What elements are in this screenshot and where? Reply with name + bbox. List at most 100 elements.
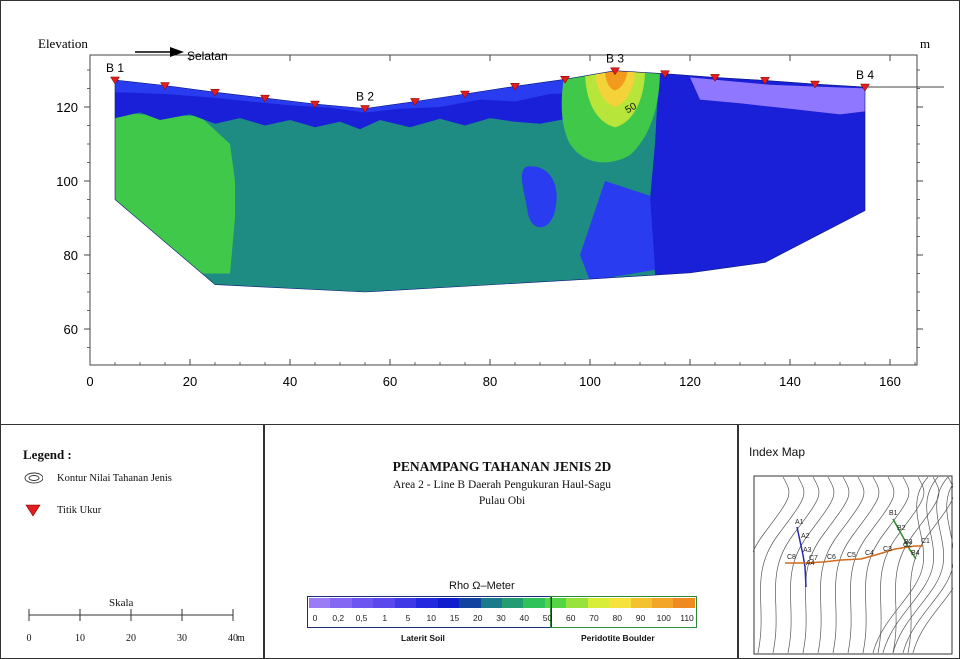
colorbar-swatch [309, 598, 331, 608]
colorbar-tick-label: 15 [449, 613, 460, 623]
plot-frame [89, 54, 918, 366]
index-label-c: C1 [921, 538, 930, 545]
colorbar-swatch [523, 598, 545, 608]
colorbar-swatch [609, 598, 631, 608]
x-tick-label: 80 [483, 374, 497, 389]
x-tick-label: 160 [879, 374, 901, 389]
boulder-orange [605, 70, 628, 91]
legend-item-marker: Titik Ukur [23, 503, 101, 517]
index-label-c: C4 [865, 550, 874, 557]
colorbar-tick-label: 30 [496, 613, 506, 623]
scale-tick-label: 0 [26, 633, 32, 644]
colorbar-swatch [630, 598, 652, 608]
colorbar-swatch [544, 598, 567, 608]
legend-panel: Legend : Kontur Nilai Tahanan Jenis Titi… [0, 424, 264, 659]
measurement-point-marker [810, 80, 820, 89]
x-tick-label: 140 [779, 374, 801, 389]
line-c-trace [785, 545, 923, 564]
x-tick-label: 0 [86, 374, 93, 389]
y-axis: 60 80 100 120 [56, 69, 923, 348]
measurement-point-marker [110, 76, 120, 85]
colorbar-tick-label: 0,5 [355, 613, 368, 623]
index-label-b: B1 [889, 510, 898, 517]
colorbar-tick-label: 70 [589, 613, 599, 623]
index-label-c: C7 [809, 555, 818, 562]
colorbar-swatch [566, 598, 588, 608]
colorbar-group-peridotite: Peridotite Boulder [581, 633, 655, 643]
colorbar-tick-label: 60 [566, 613, 576, 623]
triangle-marker-icon [23, 503, 43, 517]
colorbar-swatch [373, 598, 395, 608]
y-tick-label: 120 [56, 100, 78, 115]
index-label-b: B3 [904, 539, 913, 546]
colorbar-tick-label: 110 [680, 613, 694, 623]
colorbar-tick-label: 40 [519, 613, 529, 623]
y-axis-label: Elevation [38, 36, 88, 51]
index-label-a: A3 [803, 547, 812, 554]
index-label-c: C6 [827, 554, 836, 561]
scale-tick-label: 20 [126, 633, 136, 644]
measurement-point-marker [160, 82, 170, 91]
colorbar-tick-label: 80 [612, 613, 622, 623]
index-map-panel: Index Map A1 A2 A3 A4 B1 B2 B3 B4 C1 C2 C3 C4 C5 C6 C7… [738, 424, 960, 659]
legend-heading: Legend : [23, 447, 72, 462]
colorbar-tick-label: 100 [656, 613, 671, 623]
colorbar-tick-label: 0 [312, 613, 318, 623]
colorbar-swatch [330, 598, 352, 608]
colorbar-tick-label: 10 [426, 613, 436, 623]
colorbar-tick-label: 50 [542, 613, 553, 623]
scale-tick-label: 40 [228, 633, 238, 644]
measurement-point-marker [510, 83, 520, 91]
colorbar-swatch [587, 598, 610, 608]
figure-title: PENAMPANG TAHANAN JENIS 2D [392, 459, 612, 474]
scale-tick-label: 30 [177, 633, 187, 644]
scale-unit: m [237, 633, 245, 644]
measurement-point-marker [310, 100, 320, 109]
x-tick-label: 120 [679, 374, 701, 389]
index-label-c: C3 [883, 546, 892, 553]
index-label-c: C8 [787, 554, 796, 561]
index-label-b: B2 [897, 525, 906, 532]
measurement-point-marker [560, 76, 570, 84]
direction-arrow [135, 47, 184, 57]
scale-tick-label: 10 [75, 633, 85, 644]
measurement-point-marker [460, 90, 470, 99]
index-label-a: A1 [795, 519, 804, 526]
colorbar-swatch [673, 598, 695, 608]
y-tick-label: 100 [56, 174, 78, 189]
legend-item-contour: Kontur Nilai Tahanan Jenis [23, 471, 172, 485]
station-label: B 3 [606, 52, 624, 66]
contour-value-label: 50 [624, 101, 640, 116]
section-layers [115, 70, 865, 292]
title-panel: PENAMPANG TAHANAN JENIS 2D Area 2 - Line… [264, 424, 738, 659]
x-tick-label: 40 [283, 374, 297, 389]
colorbar-swatch [351, 598, 374, 608]
direction-label: Selatan [187, 49, 228, 63]
x-axis: 0 20 40 60 80 100 120 140 160 [86, 55, 916, 389]
colorbar-tick-label: 90 [635, 613, 646, 623]
measurement-point-marker [360, 105, 370, 113]
station-labels: B 1 B 2 B 3 B 4 [106, 52, 874, 104]
measurement-point-marker [410, 98, 420, 106]
colorbar-swatch [652, 598, 674, 608]
legend-label: Titik Ukur [57, 504, 102, 516]
x-tick-label: 20 [183, 374, 197, 389]
station-label: B 2 [356, 89, 374, 103]
scale-title: Skala [109, 597, 134, 609]
blue-pocket [521, 166, 557, 228]
measurement-point-marker [760, 77, 770, 85]
unit-label: m [920, 36, 930, 51]
x-tick-label: 100 [579, 374, 601, 389]
measurement-point-marker [210, 88, 220, 97]
index-label-a: A4 [806, 560, 815, 567]
scale-bar [28, 609, 234, 621]
layer-green-left [115, 107, 235, 274]
y-tick-label: 60 [64, 322, 78, 337]
index-label-a: A2 [801, 533, 810, 540]
measurement-point-marker [260, 94, 270, 103]
legend-label: Kontur Nilai Tahanan Jenis [57, 472, 172, 484]
index-label-b: B4 [911, 550, 920, 557]
measurement-point-marker [710, 74, 720, 82]
station-label: B 4 [856, 68, 874, 82]
